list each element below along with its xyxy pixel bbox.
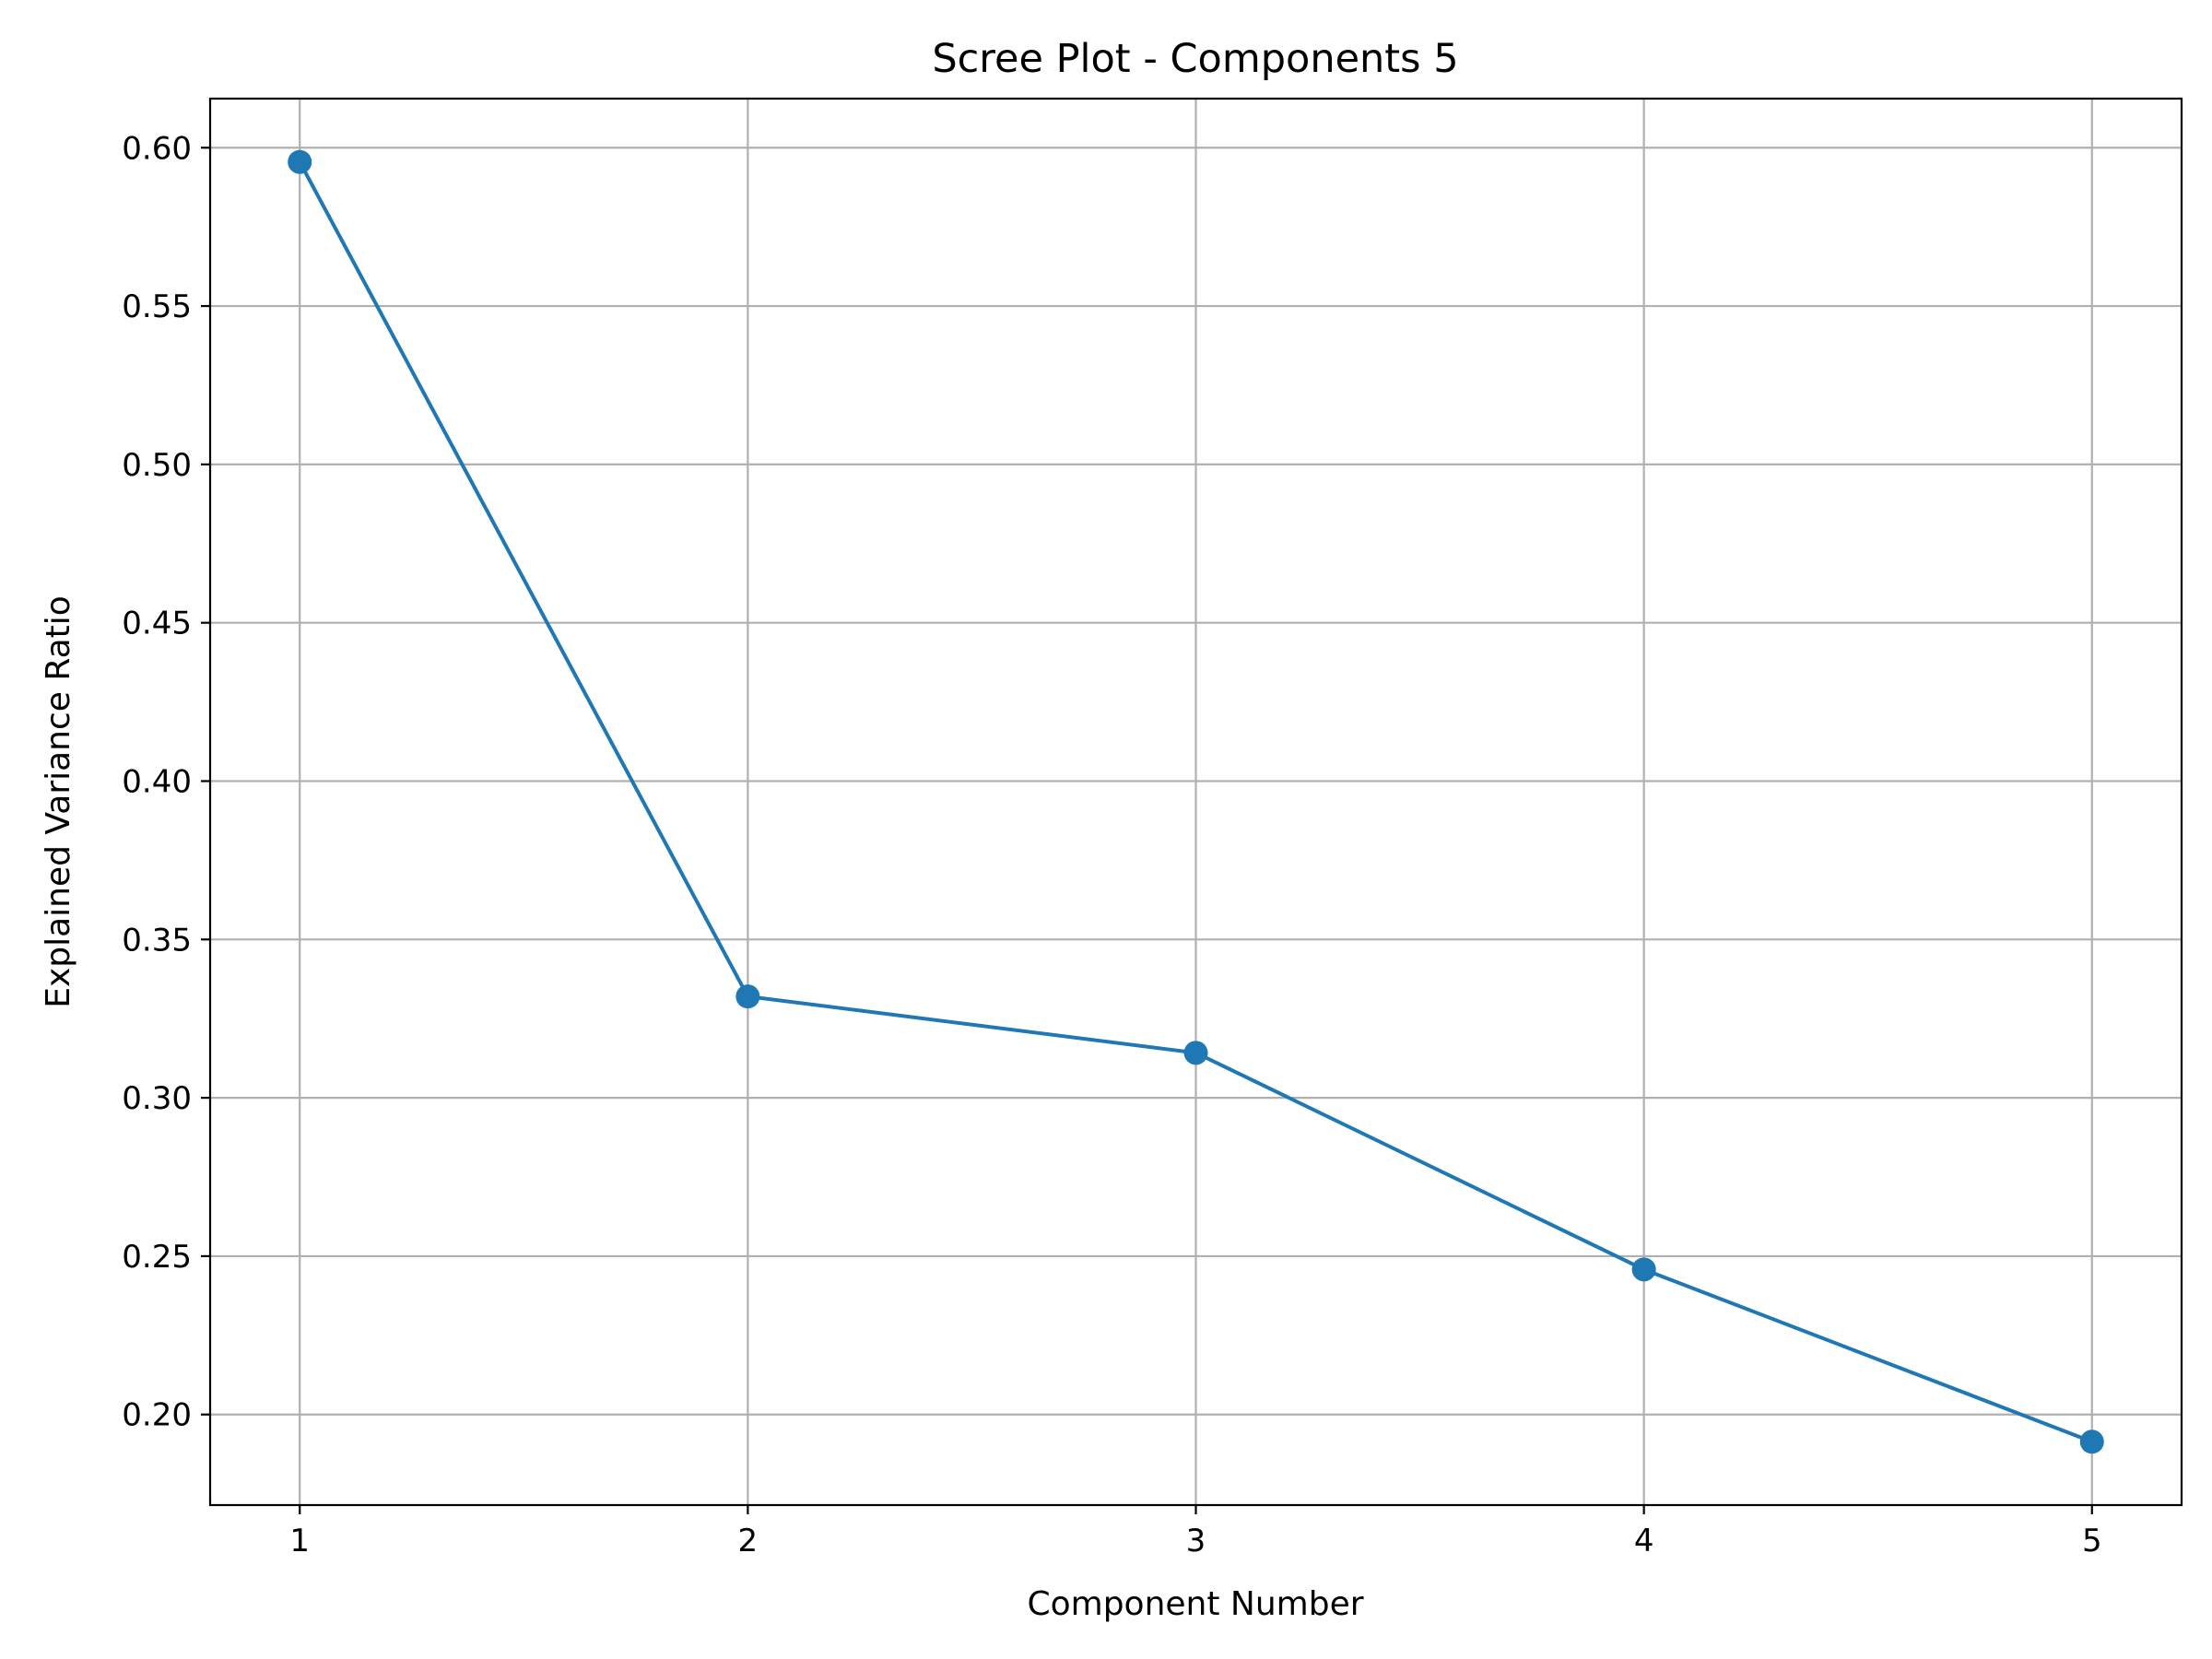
data-point xyxy=(2079,1430,2104,1454)
data-point xyxy=(1631,1257,1656,1282)
x-tick-label: 1 xyxy=(289,1523,310,1559)
chart-title: Scree Plot - Components 5 xyxy=(932,36,1458,82)
y-tick-label: 0.20 xyxy=(122,1397,192,1434)
y-tick-label: 0.35 xyxy=(122,922,192,959)
y-tick-label: 0.55 xyxy=(122,288,192,325)
y-tick-label: 0.45 xyxy=(122,606,192,642)
y-axis-label: Explained Variance Ratio xyxy=(40,595,77,1008)
x-tick-label: 4 xyxy=(1634,1523,1654,1559)
x-axis-label: Component Number xyxy=(1027,1585,1363,1623)
data-series xyxy=(288,149,2104,1454)
y-tick-label: 0.40 xyxy=(122,763,192,800)
data-point xyxy=(1183,1041,1208,1065)
y-tick-label: 0.25 xyxy=(122,1239,192,1276)
grid-lines xyxy=(210,99,2182,1505)
y-tick-label: 0.60 xyxy=(122,130,192,167)
y-tick-label: 0.30 xyxy=(122,1080,192,1117)
x-tick-label: 2 xyxy=(738,1523,759,1559)
axis-ticks: 1 2 3 4 5 0.20 0.25 0.30 0.35 0.40 0.45 0.50 0.55 0.6… xyxy=(122,130,2101,1559)
y-tick-label: 0.50 xyxy=(122,447,192,484)
x-tick-label: 5 xyxy=(2082,1523,2102,1559)
data-point xyxy=(288,149,312,174)
data-point xyxy=(735,984,760,1009)
x-tick-label: 3 xyxy=(1186,1523,1206,1559)
